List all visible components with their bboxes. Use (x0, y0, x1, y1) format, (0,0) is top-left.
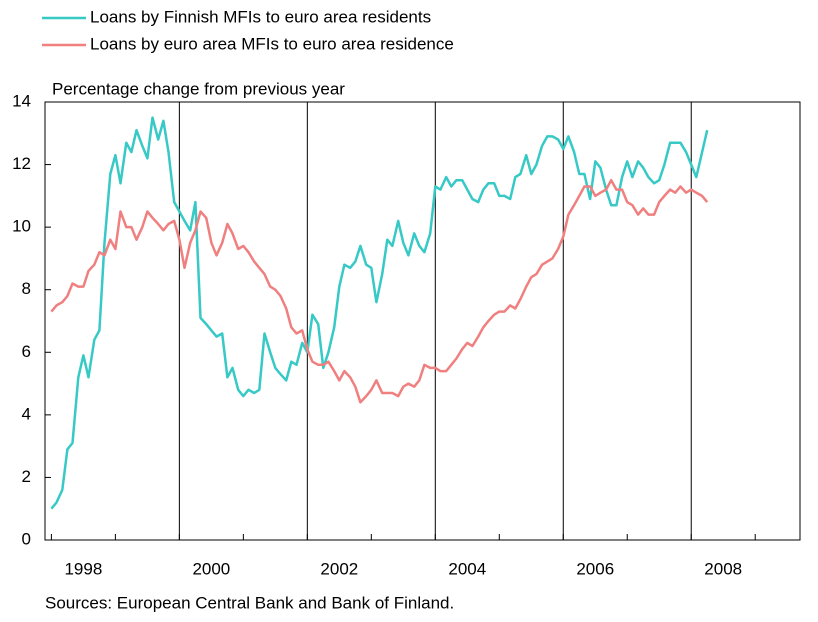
x-tick-label: 2006 (576, 559, 614, 578)
y-tick-label: 0 (22, 529, 31, 548)
x-tick-label: 2000 (192, 559, 230, 578)
x-tick-label: 2008 (704, 559, 742, 578)
source-note: Sources: European Central Bank and Bank … (45, 593, 454, 612)
y-tick-label: 14 (12, 91, 31, 110)
x-tick-label: 1998 (64, 559, 102, 578)
series-line (50, 116, 709, 510)
chart-title: Percentage change from previous year (52, 79, 345, 98)
plot-frame (44, 101, 801, 541)
y-tick-label: 2 (22, 467, 31, 486)
x-tick-label: 2004 (448, 559, 486, 578)
y-tick-label: 6 (22, 342, 31, 361)
legend-label: Loans by Finnish MFIs to euro area resid… (90, 7, 431, 26)
series-line (50, 178, 709, 404)
y-tick-label: 8 (22, 279, 31, 298)
legend-label: Loans by euro area MFIs to euro area res… (90, 34, 454, 53)
y-tick-label: 4 (22, 404, 31, 423)
y-tick-label: 10 (12, 217, 31, 236)
x-tick-label: 2002 (320, 559, 358, 578)
y-tick-label: 12 (12, 154, 31, 173)
